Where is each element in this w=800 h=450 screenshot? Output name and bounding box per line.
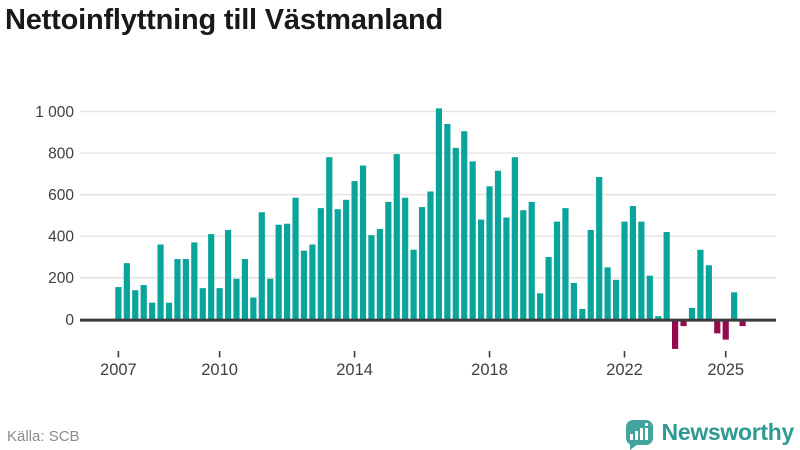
bar-2011-Q2 [258,212,265,321]
bar-2008-Q4 [174,259,181,321]
bar-2008-Q1 [149,302,156,321]
logo-bar-small [630,434,634,440]
bar-2016-Q3 [435,108,443,321]
bar-2009-Q4 [208,234,215,321]
bar-chart: 0 200 400 600 800 1 000 2007 2010 2014 2018 2022 20… [35,104,776,379]
y-tick-label: 0 [65,312,74,329]
bar-2021-Q1 [587,229,594,321]
bar-2012-Q1 [284,223,291,321]
bar-2022-Q1 [621,221,628,321]
x-tick-label: 2007 [100,361,137,379]
bar-2024-Q1 [688,307,696,321]
bar-2018-Q2 [494,170,502,321]
bar-2008-Q2 [157,244,164,321]
bar-2017-Q2 [461,131,468,321]
bar-2016-Q4 [444,123,451,321]
bar-2010-Q1 [216,288,223,321]
bar-2022-Q4 [646,275,653,321]
bar-2009-Q3 [199,288,206,321]
bar-2011-Q3 [267,278,274,321]
logo-exclamation [645,423,649,440]
brand-name: Newsworthy [661,419,795,445]
bar-2015-Q2 [393,154,400,321]
bar-2010-Q3 [233,278,240,321]
bar-2017-Q3 [469,161,476,321]
bar-2013-Q3 [334,209,341,321]
y-tick-label: 800 [48,146,74,163]
bar-2007-Q3 [132,290,139,321]
newsworthy-logo: Newsworthy [625,419,795,450]
bar-2019-Q3 [537,293,544,321]
bar-2013-Q2 [326,157,333,321]
newsworthy-bars-icon [625,420,653,450]
bar-2019-Q1 [520,210,527,321]
bar-2009-Q1 [182,259,189,321]
bar-2019-Q4 [545,256,552,321]
bar-2012-Q3 [300,250,308,321]
x-tick-label: 2014 [336,361,373,379]
y-tick-label: 400 [48,229,74,246]
bar-2017-Q1 [452,147,459,321]
bar-2008-Q3 [165,302,173,321]
bar-2023-Q4 [680,320,687,327]
bar-2007-Q1 [115,287,122,321]
x-tick-label: 2025 [707,361,744,379]
logo-bar-large [640,428,644,440]
y-tick-label: 200 [48,270,74,287]
x-tick-label: 2022 [606,361,643,379]
bar-2013-Q1 [317,208,324,321]
bar-2012-Q2 [292,197,299,321]
bar-2025-Q3 [739,320,746,327]
bar-2021-Q2 [596,176,603,321]
bar-2014-Q1 [351,181,358,321]
bar-2020-Q4 [579,308,586,321]
bar-2007-Q2 [123,263,130,321]
bar-2024-Q4 [714,320,721,334]
bar-2007-Q4 [140,285,147,321]
bar-2022-Q2 [629,206,637,321]
bar-2025-Q1 [722,320,729,340]
bar-2018-Q4 [511,157,518,321]
bar-2011-Q4 [275,224,282,321]
bar-2020-Q1 [553,221,561,321]
bar-2019-Q2 [528,201,535,321]
bar-2018-Q3 [503,217,510,321]
bar-2020-Q2 [562,208,569,321]
bar-2015-Q3 [402,197,409,321]
bar-2018-Q1 [486,186,493,321]
bar-2013-Q4 [343,199,350,321]
bar-2024-Q2 [697,249,704,321]
bar-2015-Q4 [410,249,417,321]
bar-2009-Q2 [191,242,198,321]
bar-2010-Q2 [224,229,232,321]
x-tick-label: 2018 [471,361,508,379]
y-tick-label: 600 [48,187,74,204]
bar-2011-Q1 [250,297,257,321]
bar-2024-Q3 [705,265,712,321]
y-tick-label: 1 000 [35,104,74,121]
bar-2010-Q4 [241,259,249,321]
chart-title: Nettoinflyttning till Västmanland [5,4,444,36]
bar-2016-Q2 [427,191,434,321]
bar-2021-Q3 [604,267,611,321]
bar-2022-Q3 [638,221,645,321]
bar-2023-Q1 [655,316,662,321]
bar-2017-Q4 [478,219,485,321]
bar-2014-Q3 [368,235,375,321]
bar-2014-Q4 [376,228,383,321]
bar-2021-Q4 [612,279,620,321]
source-note: Källa: SCB [7,428,80,445]
bar-2014-Q2 [359,165,367,321]
x-tick-label: 2010 [201,361,238,379]
bar-2023-Q3 [672,320,679,349]
bar-2023-Q2 [663,232,670,321]
bar-2020-Q3 [570,282,577,321]
bar-2025-Q2 [731,292,738,321]
bar-2012-Q4 [309,244,316,321]
logo-bar-medium [635,431,639,440]
bar-2015-Q1 [385,201,392,321]
bar-2016-Q1 [418,207,426,321]
